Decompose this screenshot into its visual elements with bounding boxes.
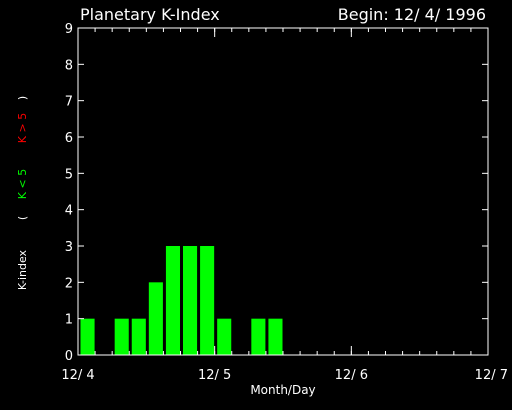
bar xyxy=(200,246,215,355)
y-axis-label-close: ) xyxy=(16,96,29,100)
y-axis-label-high: K > 5 xyxy=(16,113,29,143)
y-tick-label: 5 xyxy=(65,167,73,182)
bar xyxy=(268,318,283,355)
y-tick-label: 3 xyxy=(65,240,73,255)
y-tick-label: 4 xyxy=(65,204,73,219)
bar xyxy=(80,318,95,355)
chart-title: Planetary K-Index xyxy=(80,5,220,24)
begin-date: Begin: 12/ 4/ 1996 xyxy=(338,5,486,24)
bar xyxy=(131,318,146,355)
bar xyxy=(251,318,266,355)
bar xyxy=(148,282,163,355)
y-tick-label: 0 xyxy=(65,349,73,364)
bars xyxy=(80,246,283,355)
x-ticks: 12/ 4 12/ 5 12/ 6 12/ 7 xyxy=(61,28,508,383)
x-tick-label: 12/ 4 xyxy=(61,368,94,383)
y-ticks: 0 1 2 3 4 5 6 7 8 9 xyxy=(65,22,488,364)
x-tick-label: 12/ 7 xyxy=(475,368,508,383)
bar xyxy=(165,246,180,355)
y-tick-label: 1 xyxy=(65,313,73,328)
y-axis-label: K-index ( K < 5 K > 5 ) xyxy=(16,96,29,290)
bar xyxy=(114,318,129,355)
x-axis-label: Month/Day xyxy=(250,383,315,397)
y-axis-label-prefix: K-index xyxy=(16,249,29,290)
plot-frame xyxy=(77,27,489,356)
y-axis-label-open: ( xyxy=(16,216,29,220)
y-tick-label: 2 xyxy=(65,276,73,291)
bar xyxy=(217,318,232,355)
y-tick-label: 8 xyxy=(65,58,73,73)
y-axis-label-low: K < 5 xyxy=(16,169,29,199)
bar xyxy=(183,246,198,355)
y-tick-label: 9 xyxy=(65,22,73,37)
y-tick-label: 7 xyxy=(65,95,73,110)
x-tick-label: 12/ 6 xyxy=(335,368,368,383)
x-tick-label: 12/ 5 xyxy=(198,368,231,383)
y-tick-label: 6 xyxy=(65,131,73,146)
